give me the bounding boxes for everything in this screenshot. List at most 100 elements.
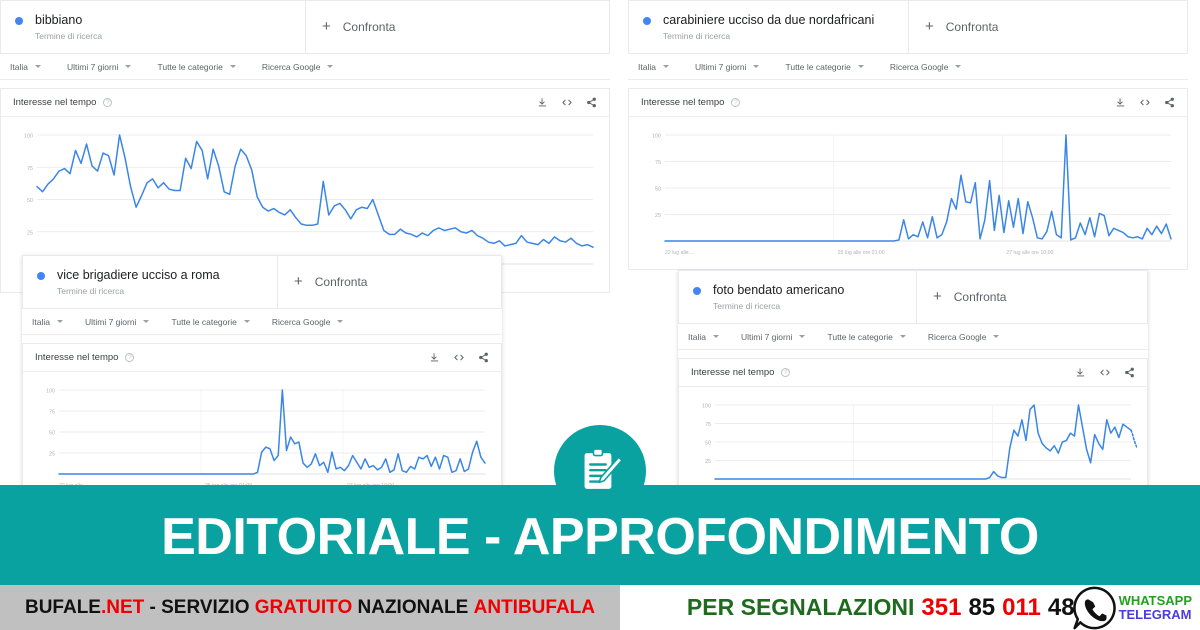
compare-button[interactable]: + Confronta <box>909 1 1187 53</box>
chevron-down-icon <box>34 65 41 69</box>
plus-icon: + <box>925 18 934 36</box>
plus-icon: + <box>294 273 303 291</box>
phone-prefix: PER SEGNALAZIONI <box>686 593 915 620</box>
filter-search-type-label: Ricerca Google <box>261 61 321 72</box>
chevron-down-icon <box>337 320 344 324</box>
filter-search-type-label: Ricerca Google <box>927 331 987 342</box>
filter-region[interactable]: Italia <box>638 62 669 72</box>
filter-category-label: Tutte le categorie <box>827 331 893 342</box>
filter-category[interactable]: Tutte le categorie <box>157 61 236 72</box>
filter-time[interactable]: Ultimi 7 giorni <box>695 62 760 72</box>
embed-icon[interactable] <box>561 97 573 108</box>
svg-text:50: 50 <box>49 430 55 436</box>
whatsapp-label: WHATSAPP <box>1118 592 1192 608</box>
filter-region[interactable]: Italia <box>10 62 41 72</box>
filter-time[interactable]: Ultimi 7 giorni <box>85 317 150 327</box>
filter-region-label: Italia <box>32 316 50 327</box>
help-icon[interactable]: ? <box>731 97 741 107</box>
filter-category-label: Tutte le categorie <box>785 61 851 72</box>
chevron-down-icon <box>753 65 760 69</box>
series-color-dot <box>37 272 45 280</box>
card-header: Interesse nel tempo ? <box>1 89 609 117</box>
download-icon[interactable] <box>1075 367 1086 378</box>
chevron-down-icon <box>993 335 1000 339</box>
chevron-down-icon <box>229 65 236 69</box>
share-icon[interactable] <box>1164 97 1175 108</box>
whatsapp-telegram-block[interactable]: WHATSAPP TELEGRAM <box>1071 585 1192 630</box>
chevron-down-icon <box>799 335 806 339</box>
trends-line-chart: 25 50 75 100 22 lug alle... 25 lug alle ore 0… <box>652 133 1172 256</box>
tagline-part: .NET <box>100 596 145 618</box>
contact-block: PER SEGNALAZIONI 351 85 011 48 WHATSAPP … <box>620 585 1200 630</box>
search-term-card: vice brigadiere ucciso a roma Termine di… <box>22 255 502 309</box>
download-icon[interactable] <box>537 97 548 108</box>
filter-region[interactable]: Italia <box>688 332 719 342</box>
svg-text:100: 100 <box>652 133 661 139</box>
embed-icon[interactable] <box>453 352 465 363</box>
search-term[interactable]: carabiniere ucciso da due nordafricani T… <box>629 1 909 53</box>
compare-label: Confronta <box>314 274 368 289</box>
search-term-label: bibbiano <box>35 13 83 27</box>
search-term-card: carabiniere ucciso da due nordafricani T… <box>628 0 1188 54</box>
plus-icon: + <box>322 18 331 36</box>
chevron-down-icon <box>143 320 150 324</box>
card-title: Interesse nel tempo <box>691 366 775 378</box>
filter-time-label: Ultimi 7 giorni <box>66 61 119 72</box>
filter-search-type-label: Ricerca Google <box>271 316 331 327</box>
search-term[interactable]: foto bendato americano Termine di ricerc… <box>679 271 917 323</box>
compare-button[interactable]: + Confronta <box>278 256 501 308</box>
download-icon[interactable] <box>1115 97 1126 108</box>
filter-category[interactable]: Tutte le categorie <box>171 317 250 327</box>
svg-text:25 lug alle ore 01:00: 25 lug alle ore 01:00 <box>838 250 885 256</box>
share-icon[interactable] <box>1124 367 1135 378</box>
chevron-down-icon <box>125 65 132 69</box>
filter-time[interactable]: Ultimi 7 giorni <box>67 62 132 72</box>
filter-region[interactable]: Italia <box>32 317 63 327</box>
search-term[interactable]: bibbiano Termine di ricerca <box>1 1 306 53</box>
compare-label: Confronta <box>342 19 396 34</box>
filter-search-type[interactable]: Ricerca Google <box>890 62 962 72</box>
compare-button[interactable]: + Confronta <box>917 271 1147 323</box>
filter-search-type[interactable]: Ricerca Google <box>262 62 334 72</box>
filter-category-label: Tutte le categorie <box>157 61 223 72</box>
compare-button[interactable]: + Confronta <box>306 1 609 53</box>
embed-icon[interactable] <box>1099 367 1111 378</box>
search-term-card: bibbiano Termine di ricerca + Confronta <box>0 0 610 54</box>
search-term-sublabel: Termine di ricerca <box>713 300 781 311</box>
filter-region-label: Italia <box>10 61 28 72</box>
search-term[interactable]: vice brigadiere ucciso a roma Termine di… <box>23 256 278 308</box>
banner-footer: BUFALE .NET - SERVIZIO GRATUITO NAZIONALE… <box>0 585 1200 630</box>
svg-text:25: 25 <box>655 213 661 219</box>
download-icon[interactable] <box>429 352 440 363</box>
tagline-part: BUFALE <box>24 596 101 618</box>
filter-search-type[interactable]: Ricerca Google <box>272 317 344 327</box>
svg-text:25: 25 <box>705 459 711 465</box>
card-title: Interesse nel tempo <box>13 96 97 108</box>
embed-icon[interactable] <box>1139 97 1151 108</box>
share-icon[interactable] <box>586 97 597 108</box>
svg-text:75: 75 <box>27 166 33 172</box>
search-term-sublabel: Termine di ricerca <box>57 285 125 296</box>
help-icon[interactable]: ? <box>103 97 113 107</box>
filter-bar: Italia Ultimi 7 giorni Tutte le categori… <box>628 53 1188 80</box>
help-icon[interactable]: ? <box>781 367 791 377</box>
phone-part: 011 <box>1002 593 1041 621</box>
svg-text:100: 100 <box>24 133 33 139</box>
filter-category[interactable]: Tutte le categorie <box>785 61 864 72</box>
filter-search-type[interactable]: Ricerca Google <box>928 332 1000 342</box>
card-header: Interesse nel tempo ? <box>679 359 1147 387</box>
filter-category[interactable]: Tutte le categorie <box>827 331 906 342</box>
share-icon[interactable] <box>478 352 489 363</box>
compare-label: Confronta <box>945 19 999 34</box>
filter-time[interactable]: Ultimi 7 giorni <box>741 332 806 342</box>
phone-part: 85 <box>968 593 996 621</box>
search-term-sublabel: Termine di ricerca <box>35 30 103 41</box>
help-icon[interactable]: ? <box>125 352 135 362</box>
whatsapp-icon <box>1072 586 1116 629</box>
card-header: Interesse nel tempo ? <box>23 344 501 372</box>
filter-region-label: Italia <box>638 61 656 72</box>
